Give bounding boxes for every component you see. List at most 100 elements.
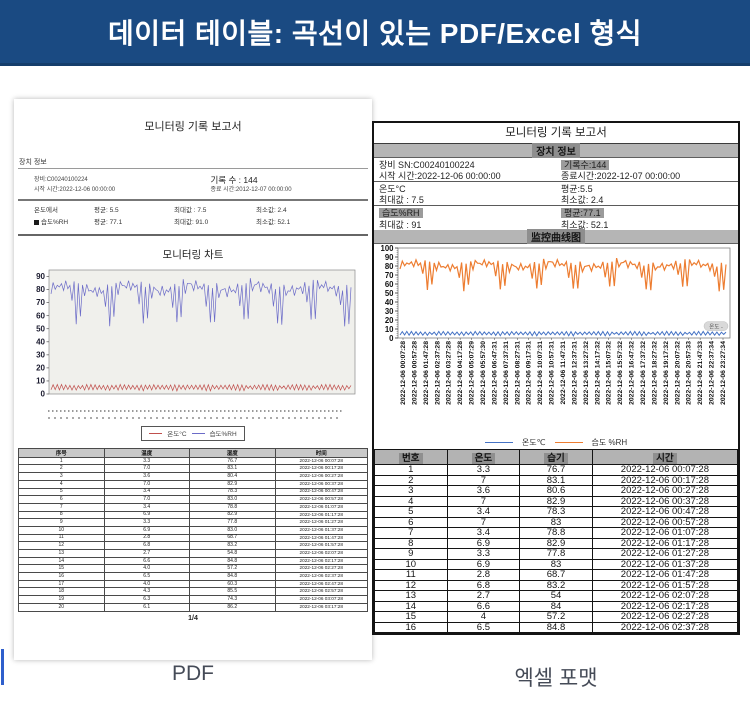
info-cell: 종료시간:2022-12-07 00:00:00 xyxy=(561,171,681,181)
info-row: 습도%RH 평균:77.1 xyxy=(374,206,738,218)
table-cell: 2022-12-06 00:07:28 xyxy=(274,456,368,466)
table-cell: 2022-12-06 01:57:28 xyxy=(274,541,368,550)
table-row: 7 3.4 78.8 2022-12-06 01:07:28 xyxy=(374,527,739,539)
info-cell: 최대값 : 91 xyxy=(379,219,422,230)
pdf-legend-temp: 온도°C xyxy=(167,431,187,439)
humidity-line-swatch xyxy=(554,441,583,443)
svg-text:20: 20 xyxy=(385,316,394,325)
table-cell: 74.3 xyxy=(189,595,276,604)
table-cell: 78.3 xyxy=(519,506,593,518)
svg-text:2022-12-06 19:17:32: 2022-12-06 19:17:32 xyxy=(663,341,670,405)
pdf-hum-max: 최대값: 91.0 xyxy=(174,219,209,227)
table-row: 3 3.6 80.4 2022-12-06 00:27:28 xyxy=(18,472,368,481)
table-row: 3 3.6 80.6 2022-12-06 00:27:28 xyxy=(374,485,739,497)
pdf-col-time: 时间 xyxy=(274,447,368,458)
page-title: 데이터 테이블: 곡선이 있는 PDF/Excel 형식 xyxy=(107,17,643,49)
table-row: 15 4.0 57.2 2022-12-06 02:27:28 xyxy=(18,564,368,574)
svg-text:2022-12-06 05:07:29: 2022-12-06 05:07:29 xyxy=(469,341,476,405)
info-cell: 습도%RH xyxy=(374,206,556,219)
info-row: 최대값 : 91 최소값: 52.1 xyxy=(374,218,738,230)
table-cell: 3.4 xyxy=(103,487,190,497)
pdf-table-header-row: 序号 温度 湿度 时间 xyxy=(18,447,368,458)
table-row: 1 3.3 76.7 2022-12-06 00:07:28 xyxy=(18,456,368,466)
excel-device-info-label: 장치 정보 xyxy=(532,143,580,158)
info-row: 온도°C 평균:5.5 xyxy=(374,182,738,194)
table-cell: 6.9 xyxy=(446,558,521,570)
table-cell: 13 xyxy=(374,590,448,602)
table-row: 5 3.4 78.3 2022-12-06 00:47:28 xyxy=(374,506,739,518)
pdf-temp-max: 최대값 : 7.5 xyxy=(174,207,207,215)
pdf-data-table: 序号 温度 湿度 时间 1 3.3 76.7 2022-12-06 00:07:28 2… xyxy=(18,447,368,612)
table-row: 15 4 57.2 2022-12-06 02:27:28 xyxy=(374,611,739,623)
table-cell: 2.8 xyxy=(103,533,190,543)
table-cell: 2022-12-06 01:37:28 xyxy=(274,525,368,535)
table-cell: 2022-12-06 00:47:28 xyxy=(591,506,739,518)
table-cell: 3.4 xyxy=(446,527,521,539)
table-row: 17 4.0 60.3 2022-12-06 02:47:28 xyxy=(18,579,368,589)
excel-device-info-band: 장치 정보 xyxy=(374,143,738,158)
table-cell: 11 xyxy=(374,569,448,581)
table-cell: 82.9 xyxy=(519,537,593,549)
pdf-record-count: 기록 수 : 144 xyxy=(210,175,258,185)
table-row: 9 3.3 77.8 2022-12-06 01:27:28 xyxy=(374,548,739,560)
table-cell: 68.7 xyxy=(519,569,593,581)
table-cell: 83.2 xyxy=(519,579,593,591)
table-cell: 6.6 xyxy=(446,600,521,612)
table-cell: 12 xyxy=(374,579,448,591)
excel-col-temperature: 온도 xyxy=(446,449,521,465)
pdf-col-humidity: 湿度 xyxy=(189,447,276,458)
table-cell: 4 xyxy=(18,479,105,489)
info-row: 최대값 : 7.5 최소값: 2.4 xyxy=(374,194,738,206)
table-cell: 3.6 xyxy=(103,472,190,481)
svg-text:2022-12-06 02:37:28: 2022-12-06 02:37:28 xyxy=(434,341,441,405)
svg-text:70: 70 xyxy=(385,271,394,280)
table-cell: 4 xyxy=(446,611,521,623)
pdf-temp-min: 최소값: 2.4 xyxy=(256,207,287,215)
table-cell: 14 xyxy=(18,556,105,566)
table-row: 8 6.9 82.9 2022-12-06 01:17:28 xyxy=(18,510,368,520)
pdf-device-info-section-label: 장치 정보 xyxy=(18,157,368,169)
svg-text:2022-12-06 17:37:32: 2022-12-06 17:37:32 xyxy=(640,341,647,405)
table-cell: 2022-12-06 01:37:28 xyxy=(591,558,739,570)
svg-text:2022-12-06 07:37:31: 2022-12-06 07:37:31 xyxy=(503,341,510,405)
table-row: 4 7 82.9 2022-12-06 00:37:28 xyxy=(374,495,739,507)
table-cell: 7 xyxy=(374,527,448,539)
svg-text:2022-12-06 20:57:33: 2022-12-06 20:57:33 xyxy=(686,341,693,405)
table-row: 2 7.0 83.1 2022-12-06 00:17:28 xyxy=(18,464,368,474)
temp-line-swatch xyxy=(149,432,163,434)
svg-text:2022-12-06 01:47:28: 2022-12-06 01:47:28 xyxy=(423,341,430,405)
table-cell: 82.9 xyxy=(189,479,276,489)
table-cell: 2.8 xyxy=(446,569,521,581)
info-cell: 최대값 : 7.5 xyxy=(379,195,424,205)
table-cell: 2022-12-06 00:37:28 xyxy=(274,479,368,489)
table-cell: 2022-12-06 00:57:28 xyxy=(591,516,739,528)
svg-text:80: 80 xyxy=(385,262,394,271)
svg-text:60: 60 xyxy=(385,280,394,289)
table-cell: 3.6 xyxy=(446,485,521,497)
info-cell: 장비 SN:C00240100224 xyxy=(379,159,475,170)
table-cell: 6.9 xyxy=(446,537,521,549)
svg-text:10: 10 xyxy=(385,325,394,334)
pdf-device-info-block: 장비:C00240100224 시작 시간:2022-12-06 00:00:0… xyxy=(18,171,368,236)
pdf-chart-legend: 온도°C 습도%RH xyxy=(141,425,245,441)
table-cell: 2022-12-06 03:17:28 xyxy=(274,602,368,612)
svg-text:2022-12-06 10:07:31: 2022-12-06 10:07:31 xyxy=(537,341,544,405)
table-cell: 54 xyxy=(519,590,593,602)
table-cell: 4.0 xyxy=(103,579,190,589)
table-cell: 10 xyxy=(374,558,448,570)
excel-chart-band: 监控曲线图 xyxy=(374,229,738,244)
info-cell: 평균:5.5 xyxy=(561,183,593,194)
svg-text:90: 90 xyxy=(385,253,394,262)
table-row: 4 7.0 82.9 2022-12-06 00:37:28 xyxy=(18,479,368,489)
table-cell: 7 xyxy=(446,474,521,486)
table-cell: 6.8 xyxy=(446,579,521,591)
svg-text:20: 20 xyxy=(36,363,45,372)
table-cell: 82.9 xyxy=(519,495,593,507)
table-cell: 2022-12-06 01:47:28 xyxy=(274,533,368,543)
table-cell: 1 xyxy=(374,464,448,476)
svg-text:2022-12-06 22:37:34: 2022-12-06 22:37:34 xyxy=(709,341,716,405)
svg-text:0: 0 xyxy=(389,334,394,343)
table-row: 11 2.8 68.7 2022-12-06 01:47:28 xyxy=(374,569,739,581)
excel-legend-hum: 습도 %RH xyxy=(591,437,628,447)
table-cell: 3.3 xyxy=(103,518,190,527)
